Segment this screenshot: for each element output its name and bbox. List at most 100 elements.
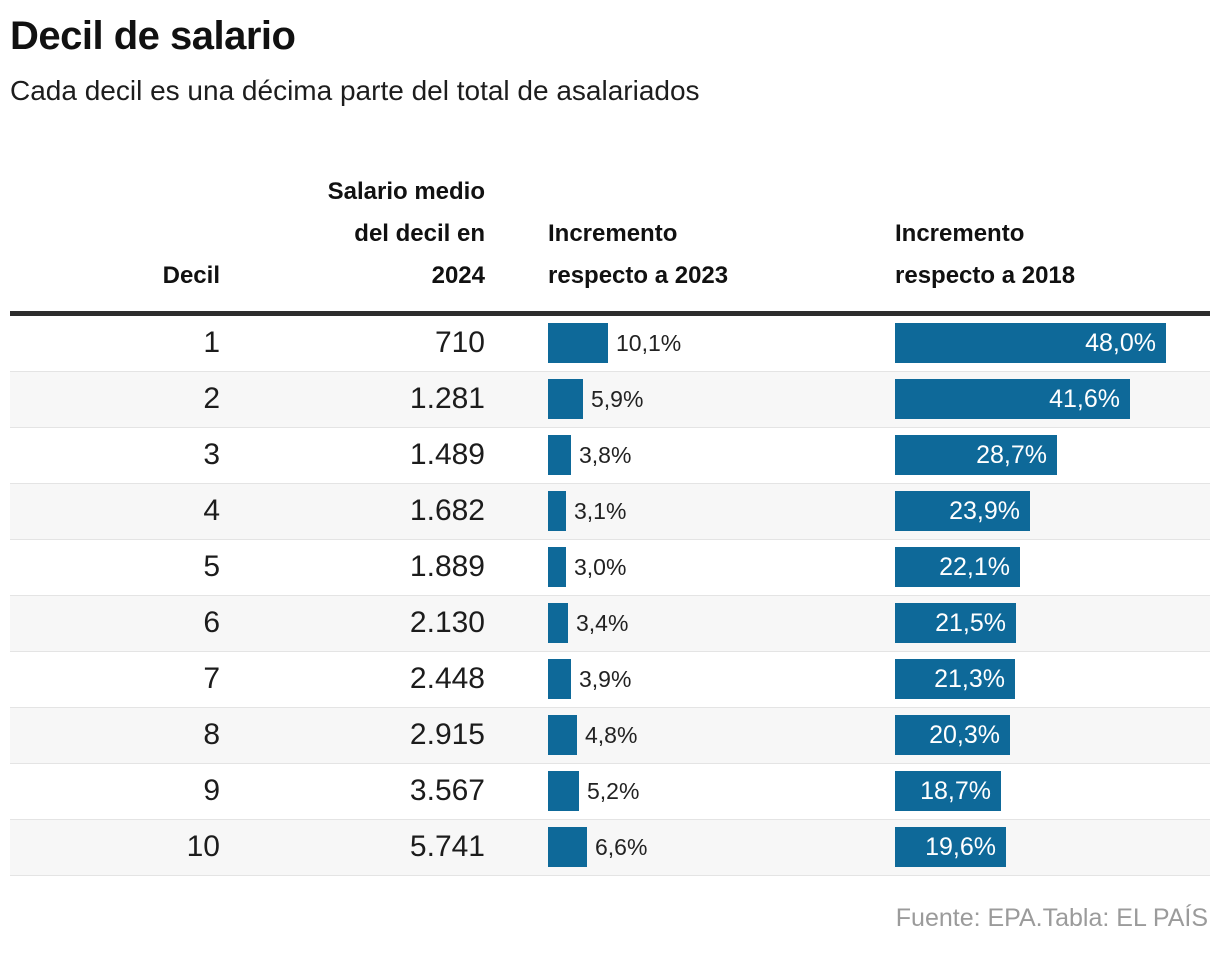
- bar-2023-label: 3,1%: [574, 497, 627, 524]
- salario-cell: 2.915: [409, 718, 485, 752]
- table-header-row: Decil Salario medio del decil en 2024 In…: [10, 171, 1210, 297]
- decil-cell: 6: [203, 606, 220, 640]
- salario-cell: 710: [434, 326, 485, 360]
- bar-2018: 48,0%: [895, 323, 1166, 364]
- bar-2023: [548, 603, 568, 644]
- incremento-2018-cell: 18,7%: [895, 764, 1210, 819]
- incremento-2018-cell: 21,3%: [895, 652, 1210, 707]
- header-line: respecto a 2023: [548, 261, 729, 289]
- salario-cell: 1.281: [409, 382, 485, 416]
- bar-2023: [548, 435, 571, 476]
- bar-2023-label: 5,2%: [587, 777, 640, 804]
- table-body: 1 710 10,1% 48,0% 2 1.281 5,9% 41,6% 3 1…: [10, 316, 1210, 876]
- salario-cell: 1.889: [409, 550, 485, 584]
- table-row: 10 5.741 6,6% 19,6%: [10, 819, 1210, 876]
- source-credit: Fuente: EPA.Tabla: EL PAÍS: [895, 903, 1208, 932]
- table-row: 5 1.889 3,0% 22,1%: [10, 540, 1210, 596]
- header-line: Incremento: [548, 219, 678, 247]
- bar-2018-label: 21,3%: [934, 664, 1005, 693]
- bar-2018-label: 28,7%: [976, 440, 1047, 469]
- incremento-2018-cell: 28,7%: [895, 428, 1210, 483]
- header-line: del decil en: [354, 219, 485, 247]
- incremento-2023-cell: 5,9%: [485, 372, 895, 427]
- incremento-2018-cell: 22,1%: [895, 540, 1210, 595]
- incremento-2023-cell: 3,4%: [485, 596, 895, 651]
- incremento-2018-cell: 48,0%: [895, 316, 1210, 371]
- decil-cell: 10: [186, 830, 220, 864]
- bar-2018-label: 21,5%: [935, 608, 1006, 637]
- bar-2018: 19,6%: [895, 827, 1006, 868]
- bar-2018-label: 22,1%: [939, 552, 1010, 581]
- decil-cell: 2: [203, 382, 220, 416]
- bar-2018: 28,7%: [895, 435, 1057, 476]
- salario-cell: 1.682: [409, 494, 485, 528]
- bar-2023: [548, 379, 583, 420]
- decil-cell: 1: [203, 326, 220, 360]
- incremento-2023-cell: 4,8%: [485, 708, 895, 763]
- col-header-incremento-2023: Incremento respecto a 2023: [485, 213, 895, 297]
- decil-cell: 7: [203, 662, 220, 696]
- page-subtitle: Cada decil es una décima parte del total…: [10, 75, 700, 106]
- bar-2018-label: 23,9%: [949, 496, 1020, 525]
- bar-2023: [548, 323, 608, 364]
- bar-2023-label: 3,9%: [579, 665, 632, 692]
- bar-2023-label: 4,8%: [585, 721, 638, 748]
- bar-2018: 21,5%: [895, 603, 1016, 644]
- header-line: respecto a 2018: [895, 261, 1076, 289]
- table-row: 8 2.915 4,8% 20,3%: [10, 707, 1210, 764]
- bar-2023: [548, 827, 587, 868]
- col-header-incremento-2018: Incremento respecto a 2018: [895, 213, 1210, 297]
- bar-2023: [548, 659, 571, 700]
- bar-2018-label: 41,6%: [1049, 384, 1120, 413]
- decil-cell: 8: [203, 718, 220, 752]
- incremento-2023-cell: 3,9%: [485, 652, 895, 707]
- bar-2018: 18,7%: [895, 771, 1001, 812]
- decil-cell: 4: [203, 494, 220, 528]
- table-row: 2 1.281 5,9% 41,6%: [10, 371, 1210, 428]
- incremento-2023-cell: 6,6%: [485, 820, 895, 875]
- bar-2018-label: 18,7%: [920, 776, 991, 805]
- bar-2023-label: 10,1%: [616, 329, 682, 356]
- salario-cell: 1.489: [409, 438, 485, 472]
- bar-2018-label: 19,6%: [925, 832, 996, 861]
- incremento-2018-cell: 19,6%: [895, 820, 1210, 875]
- table-row: 9 3.567 5,2% 18,7%: [10, 764, 1210, 820]
- bar-2018: 20,3%: [895, 715, 1010, 756]
- col-header-decil: Decil: [162, 261, 220, 289]
- decil-cell: 5: [203, 550, 220, 584]
- bar-2023-label: 5,9%: [591, 385, 644, 412]
- bar-2023-label: 3,4%: [576, 609, 629, 636]
- incremento-2018-cell: 21,5%: [895, 596, 1210, 651]
- bar-2023-label: 3,0%: [574, 553, 627, 580]
- header-line: Incremento: [895, 219, 1025, 247]
- bar-2018: 22,1%: [895, 547, 1020, 588]
- header-line: Salario medio: [327, 177, 485, 205]
- bar-2018: 21,3%: [895, 659, 1015, 700]
- incremento-2023-cell: 3,0%: [485, 540, 895, 595]
- header-line: 2024: [431, 261, 485, 289]
- bar-2018-label: 48,0%: [1085, 328, 1156, 357]
- table-row: 3 1.489 3,8% 28,7%: [10, 428, 1210, 484]
- table-row: 1 710 10,1% 48,0%: [10, 316, 1210, 372]
- salario-cell: 2.130: [409, 606, 485, 640]
- incremento-2023-cell: 3,1%: [485, 484, 895, 539]
- bar-2018: 41,6%: [895, 379, 1130, 420]
- salario-cell: 3.567: [409, 774, 485, 808]
- header-rule: [10, 310, 1210, 316]
- incremento-2018-cell: 23,9%: [895, 484, 1210, 539]
- incremento-2023-cell: 3,8%: [485, 428, 895, 483]
- incremento-2018-cell: 41,6%: [895, 372, 1210, 427]
- bar-2023: [548, 491, 566, 532]
- bar-2018-label: 20,3%: [929, 720, 1000, 749]
- bar-2023: [548, 547, 566, 588]
- page-title: Decil de salario: [10, 14, 296, 58]
- bar-2023: [548, 771, 579, 812]
- bar-2023-label: 3,8%: [579, 441, 632, 468]
- bar-2018: 23,9%: [895, 491, 1030, 532]
- table-row: 6 2.130 3,4% 21,5%: [10, 595, 1210, 652]
- bar-2023-label: 6,6%: [595, 833, 648, 860]
- salario-cell: 2.448: [409, 662, 485, 696]
- table-row: 4 1.682 3,1% 23,9%: [10, 483, 1210, 540]
- col-header-salario-2024: Salario medio del decil en 2024: [220, 171, 485, 297]
- incremento-2023-cell: 10,1%: [485, 316, 895, 371]
